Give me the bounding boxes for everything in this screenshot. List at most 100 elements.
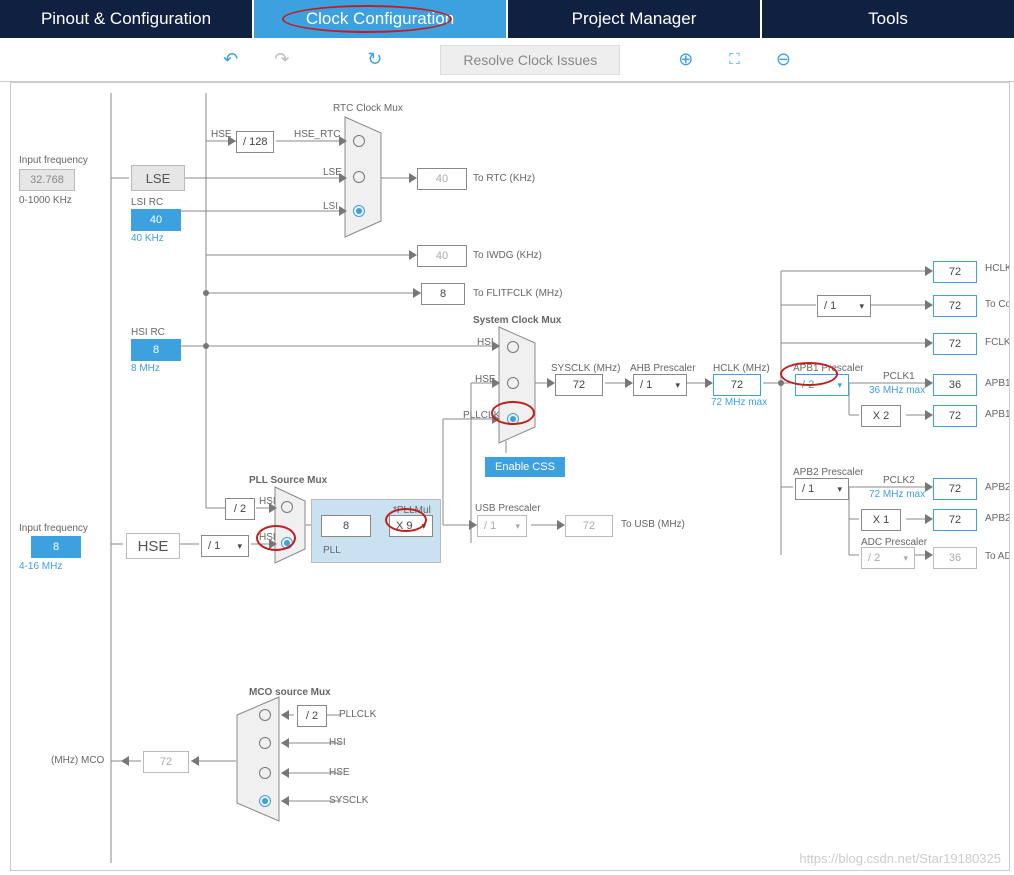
pll-hsi-div: / 2: [225, 498, 255, 520]
toolbar: ↶ ↷ ↻ Resolve Clock Issues ⊕ ⛶ ⊖: [0, 38, 1014, 82]
pll-radio-hsi[interactable]: [281, 501, 293, 513]
rtc-hse-rtc-label: HSE_RTC: [294, 129, 341, 140]
arrow-icon: [269, 503, 277, 513]
apb2-presc-label: APB2 Prescaler: [793, 467, 864, 478]
rtc-radio-lsi[interactable]: [353, 205, 365, 217]
cortex-div-select[interactable]: / 1▾: [817, 295, 871, 317]
apb1-timer-lbl: APB1 t: [985, 409, 1010, 420]
apb1-presc-select[interactable]: / 2▾: [795, 374, 849, 396]
apb2-timer-lbl: APB2 t: [985, 513, 1010, 524]
tab-clock[interactable]: Clock Configuration: [254, 0, 508, 38]
pll-hse-div-select[interactable]: / 1▾: [201, 535, 249, 557]
sysmux-radio-hsi[interactable]: [507, 341, 519, 353]
pclk2-val: 72: [933, 478, 977, 500]
mco-radio-sysclk[interactable]: [259, 795, 271, 807]
lsi-label: LSI RC: [131, 197, 163, 208]
hclk-label: HCLK (MHz): [713, 363, 770, 374]
ahb-presc-select[interactable]: / 1▾: [633, 374, 687, 396]
tab-pinout[interactable]: Pinout & Configuration: [0, 0, 254, 38]
rtc-val: 40: [417, 168, 467, 190]
adc-presc-select[interactable]: / 2▾: [861, 547, 915, 569]
tab-project[interactable]: Project Manager: [508, 0, 762, 38]
junction-dot: [203, 343, 209, 349]
pclk2-label: PCLK2: [883, 475, 915, 486]
lse-freq-value[interactable]: 32.768: [19, 169, 75, 191]
lse-input-freq-label: Input frequency: [19, 155, 88, 166]
usb-presc-label: USB Prescaler: [475, 503, 541, 514]
flitf-val: 8: [421, 283, 465, 305]
rtc-lsi-label: LSI: [323, 201, 338, 212]
lse-source-box: LSE: [131, 165, 185, 191]
mco-out-val: 72: [143, 751, 189, 773]
sysmux-radio-pllclk[interactable]: [507, 413, 519, 425]
arrow-icon: [281, 710, 289, 720]
hsi-note: 8 MHz: [131, 363, 160, 374]
usb-val: 72: [565, 515, 613, 537]
rtc-radio-hse[interactable]: [353, 135, 365, 147]
arrow-icon: [925, 300, 933, 310]
mco-radio-pllclk[interactable]: [259, 709, 271, 721]
mco-sysclk-label: SYSCLK: [329, 795, 368, 806]
rtc-hse-div: / 128: [236, 131, 274, 153]
hclk-out-lbl: HCLK: [985, 263, 1010, 274]
junction-dot: [778, 380, 784, 386]
lse-range-label: 0-1000 KHz: [19, 195, 72, 206]
watermark: https://blog.csdn.net/Star19180325: [799, 851, 1001, 866]
arrow-icon: [492, 341, 500, 351]
iwdg-val: 40: [417, 245, 467, 267]
arrow-icon: [409, 173, 417, 183]
apb2-presc-select[interactable]: / 1▾: [795, 478, 849, 500]
cortex-val: 72: [933, 295, 977, 317]
fit-icon[interactable]: ⛶: [729, 51, 740, 68]
hsi-freq-value: 8: [131, 339, 181, 361]
arrow-icon: [339, 173, 347, 183]
arrow-icon: [625, 378, 633, 388]
sysclk-label: SYSCLK (MHz): [551, 363, 620, 374]
mco-hse-label: HSE: [329, 767, 350, 778]
enable-css-button[interactable]: Enable CSS: [485, 457, 565, 477]
arrow-icon: [547, 378, 555, 388]
hclk-val[interactable]: 72: [713, 374, 761, 396]
undo-icon[interactable]: ↶: [223, 49, 238, 70]
rtc-radio-lse[interactable]: [353, 171, 365, 183]
arrow-icon: [925, 410, 933, 420]
clock-canvas: Input frequency 32.768 0-1000 KHz LSE LS…: [10, 82, 1010, 871]
arrow-icon: [281, 768, 289, 778]
pll-label: PLL: [323, 545, 341, 556]
iwdg-to-label: To IWDG (KHz): [473, 250, 542, 261]
apb1-presc-label: APB1 Prescaler: [793, 363, 864, 374]
mco-radio-hse[interactable]: [259, 767, 271, 779]
mco-mux-shape: [237, 697, 279, 824]
reset-icon[interactable]: ↻: [367, 49, 382, 70]
apb2-timer-val: 72: [933, 509, 977, 531]
pll-radio-hse[interactable]: [281, 537, 293, 549]
arrow-icon: [557, 520, 565, 530]
arrow-icon: [281, 738, 289, 748]
arrow-icon: [925, 338, 933, 348]
tab-tools[interactable]: Tools: [762, 0, 1014, 38]
resolve-clock-issues-button[interactable]: Resolve Clock Issues: [440, 45, 620, 75]
ahb-presc-label: AHB Prescaler: [630, 363, 696, 374]
fclk-lbl: FCLK: [985, 337, 1010, 348]
mco-title: MCO source Mux: [249, 687, 331, 698]
lsi-note: 40 KHz: [131, 233, 164, 244]
flitf-to-label: To FLITFCLK (MHz): [473, 288, 562, 299]
sysmux-radio-hse[interactable]: [507, 377, 519, 389]
rtc-to-label: To RTC (KHz): [473, 173, 535, 184]
hse-range-label: 4-16 MHz: [19, 561, 62, 572]
cortex-lbl: To Co: [985, 299, 1010, 310]
arrow-icon: [925, 378, 933, 388]
arrow-icon: [705, 378, 713, 388]
pllmul-select[interactable]: X 9▾: [389, 515, 433, 537]
sysclk-val: 72: [555, 374, 603, 396]
redo-icon: ↷: [274, 49, 289, 70]
adc-val: 36: [933, 547, 977, 569]
hse-freq-value[interactable]: 8: [31, 536, 81, 558]
mco-radio-hsi[interactable]: [259, 737, 271, 749]
fclk-val: 72: [933, 333, 977, 355]
zoom-in-icon[interactable]: ⊕: [678, 49, 693, 70]
hclk-out-val: 72: [933, 261, 977, 283]
mco-hsi-label: HSI: [329, 737, 346, 748]
zoom-out-icon[interactable]: ⊖: [776, 49, 791, 70]
usb-presc-select[interactable]: / 1▾: [477, 515, 527, 537]
